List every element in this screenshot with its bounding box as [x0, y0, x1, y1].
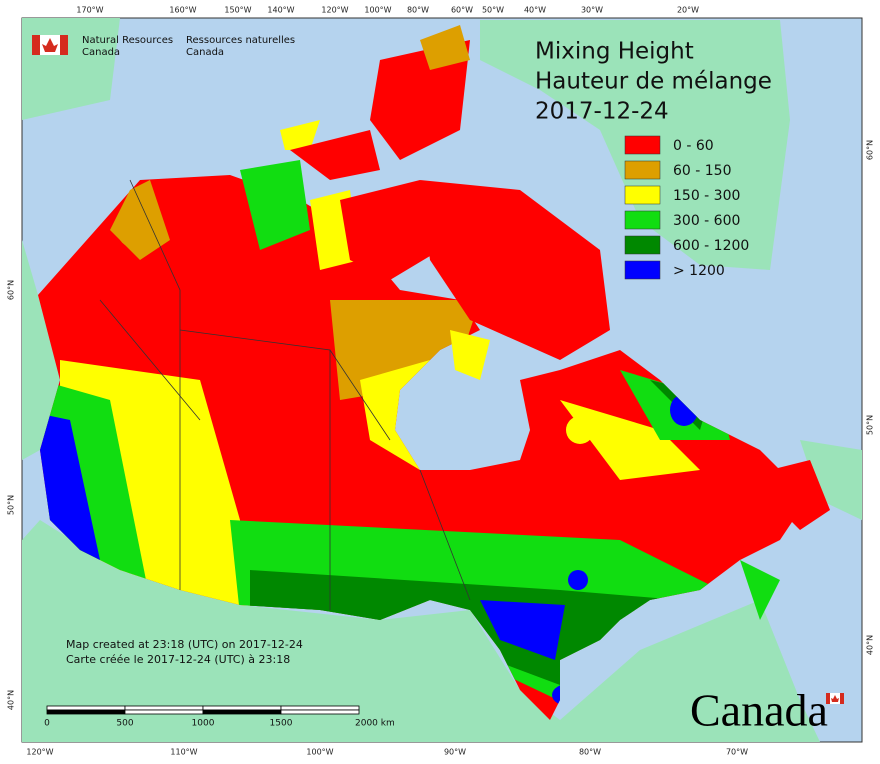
latitude-label: 50°N	[866, 415, 875, 435]
legend-label: 600 - 1200	[673, 238, 749, 254]
basemap	[22, 18, 862, 742]
legend-swatch	[624, 210, 661, 230]
longitude-label: 110°W	[170, 748, 197, 757]
longitude-label: 100°W	[364, 6, 391, 15]
latitude-label: 40°N	[866, 635, 875, 655]
legend-swatch	[624, 185, 661, 205]
legend-label: 300 - 600	[673, 213, 740, 229]
latitude-label: 50°N	[7, 495, 16, 515]
scale-segment	[124, 705, 204, 711]
longitude-label: 120°W	[26, 748, 53, 757]
latitude-label: 40°N	[7, 690, 16, 710]
longitude-label: 170°W	[76, 6, 103, 15]
legend-swatch	[624, 135, 661, 155]
agency-name: Canada	[186, 47, 224, 58]
scale-segment	[124, 709, 204, 715]
scale-label: 0	[44, 719, 50, 729]
longitude-label: 60°W	[451, 6, 473, 15]
longitude-label: 160°W	[169, 6, 196, 15]
agency-name: Canada	[82, 47, 120, 58]
longitude-label: 70°W	[726, 748, 748, 757]
scale-segment	[46, 709, 126, 715]
map-title: Hauteur de mélange	[535, 69, 772, 95]
map-date: 2017-12-24	[535, 99, 669, 125]
scale-segment	[280, 705, 360, 711]
latitude-label: 60°N	[7, 280, 16, 300]
legend-label: > 1200	[673, 263, 725, 279]
longitude-label: 80°W	[579, 748, 601, 757]
scale-label: 500	[116, 719, 133, 729]
legend-label: 150 - 300	[673, 188, 740, 204]
scale-label: 1500	[270, 719, 293, 729]
scale-label: 2000 km	[355, 719, 395, 729]
legend-swatch	[624, 235, 661, 255]
longitude-label: 20°W	[677, 6, 699, 15]
scale-segment	[46, 705, 126, 711]
note: Carte créée le 2017-12-24 (UTC) à 23:18	[66, 653, 290, 666]
scale-label: 1000	[192, 719, 215, 729]
agency-signature: Natural Resources Canada Ressources natu…	[32, 35, 295, 58]
note: Map created at 23:18 (UTC) on 2017-12-24	[66, 638, 303, 651]
scale-segment	[202, 705, 282, 711]
longitude-label: 120°W	[321, 6, 348, 15]
legend-swatch	[624, 260, 661, 280]
scale-segment	[280, 709, 360, 715]
longitude-label: 80°W	[407, 6, 429, 15]
agency-name: Ressources naturelles	[186, 35, 295, 46]
longitude-label: 100°W	[306, 748, 333, 757]
longitude-label: 30°W	[581, 6, 603, 15]
longitude-label: 90°W	[444, 748, 466, 757]
legend-label: 60 - 150	[673, 163, 732, 179]
legend-swatch	[624, 160, 661, 180]
scale-segment	[202, 709, 282, 715]
wordmark-text: Canada	[690, 685, 828, 736]
legend: 0 - 60 60 - 150 150 - 300 300 - 600 600 - 12…	[624, 135, 749, 280]
boundaries	[99, 179, 471, 610]
legend-label: 0 - 60	[673, 138, 714, 154]
map-title: Mixing Height	[535, 39, 694, 65]
longitude-label: 50°W	[482, 6, 504, 15]
wordmark: Canada	[690, 685, 844, 736]
longitude-label: 140°W	[267, 6, 294, 15]
longitude-label: 40°W	[524, 6, 546, 15]
latitude-label: 60°N	[866, 140, 875, 160]
agency-name: Natural Resources	[82, 35, 173, 46]
scale-bar: 0 500 1000 1500 2000 km	[44, 705, 395, 729]
longitude-label: 150°W	[224, 6, 251, 15]
graticule-labels: 170°W 160°W 150°W 140°W 120°W 100°W 80°W 60°W 50…	[7, 6, 875, 757]
